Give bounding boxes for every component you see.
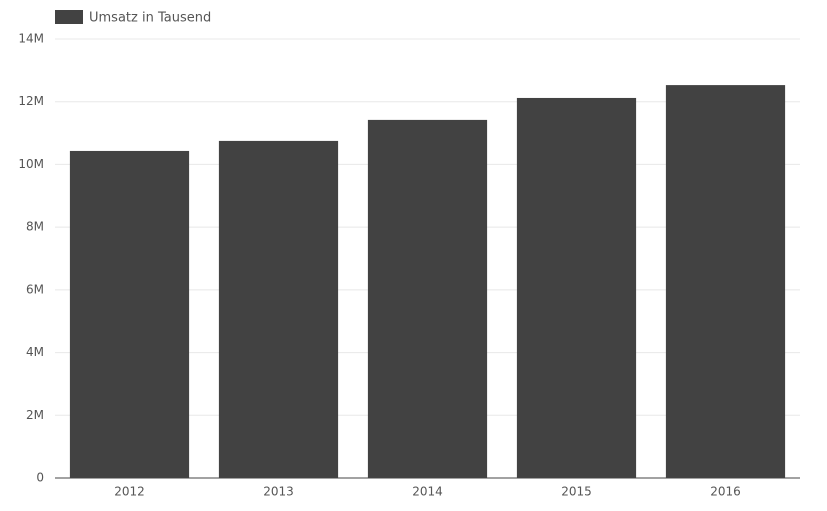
y-tick-label: 2M <box>26 408 44 422</box>
x-tick-label: 2015 <box>561 485 592 499</box>
y-tick-label: 4M <box>26 345 44 359</box>
x-tick-label: 2012 <box>114 485 145 499</box>
bar <box>367 119 488 478</box>
y-tick-label: 6M <box>26 282 44 296</box>
x-tick-label: 2013 <box>263 485 294 499</box>
legend-swatch <box>55 10 83 24</box>
y-tick-label: 10M <box>18 157 44 171</box>
bar <box>516 97 637 479</box>
y-tick-label: 0 <box>36 471 44 485</box>
legend-label: Umsatz in Tausend <box>89 11 211 26</box>
bar <box>218 140 339 479</box>
y-tick-label: 8M <box>26 220 44 234</box>
y-tick-label: 14M <box>18 32 44 46</box>
x-tick-label: 2016 <box>710 485 741 499</box>
x-tick-label: 2014 <box>412 485 443 499</box>
bar <box>69 150 190 478</box>
bar <box>665 85 786 478</box>
y-tick-label: 12M <box>18 94 44 108</box>
